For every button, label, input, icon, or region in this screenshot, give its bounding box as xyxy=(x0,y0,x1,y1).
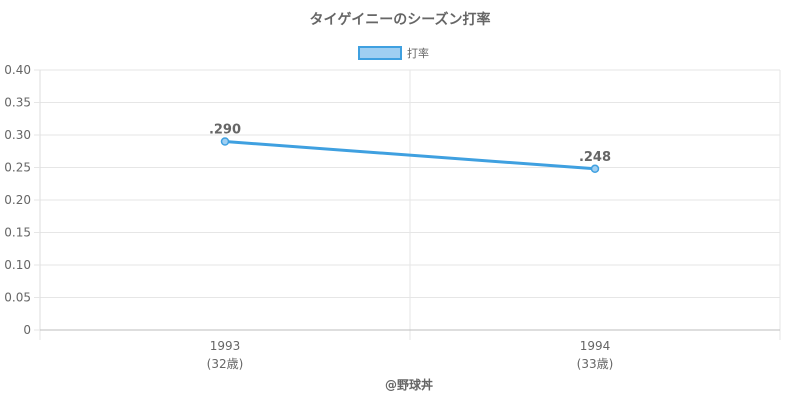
y-tick-label: 0.15 xyxy=(4,226,31,240)
x-tick-sublabel: (33歳) xyxy=(577,357,614,371)
series-line xyxy=(223,140,597,171)
chart-title: タイゲイニーのシーズン打率 xyxy=(309,11,490,28)
y-tick-label: 0.40 xyxy=(4,63,31,77)
x-tick-label: 1994 xyxy=(580,339,611,353)
y-tick-label: 0.20 xyxy=(4,193,31,207)
data-labels: .290 .248 xyxy=(209,123,611,165)
x-tick-label: 1993 xyxy=(210,339,241,353)
y-tick-label: 0.10 xyxy=(4,258,31,272)
data-label: .248 xyxy=(579,150,611,165)
x-tick-sublabel: (32歳) xyxy=(207,357,244,371)
data-point[interactable] xyxy=(220,137,230,146)
data-label: .290 xyxy=(209,123,241,138)
data-point[interactable] xyxy=(590,164,600,174)
y-tick-label: 0.30 xyxy=(4,128,31,142)
x-axis-ticks: 1993 (32歳) 1994 (33歳) xyxy=(207,339,614,371)
y-tick-label: 0.35 xyxy=(4,96,31,110)
y-axis-ticks: 0 0.05 0.10 0.15 0.20 0.25 0.30 0.35 0.40 xyxy=(4,63,40,337)
grid-lines xyxy=(39,69,781,340)
series-batting-average xyxy=(220,137,600,174)
legend-label: 打率 xyxy=(407,46,429,60)
legend[interactable]: 打率 xyxy=(358,46,429,60)
y-tick-label: 0.25 xyxy=(4,161,31,175)
y-tick-label: 0 xyxy=(23,323,31,337)
legend-swatch xyxy=(358,46,402,60)
credit-text: @野球丼 xyxy=(385,377,433,392)
y-tick-label: 0.05 xyxy=(4,291,31,305)
